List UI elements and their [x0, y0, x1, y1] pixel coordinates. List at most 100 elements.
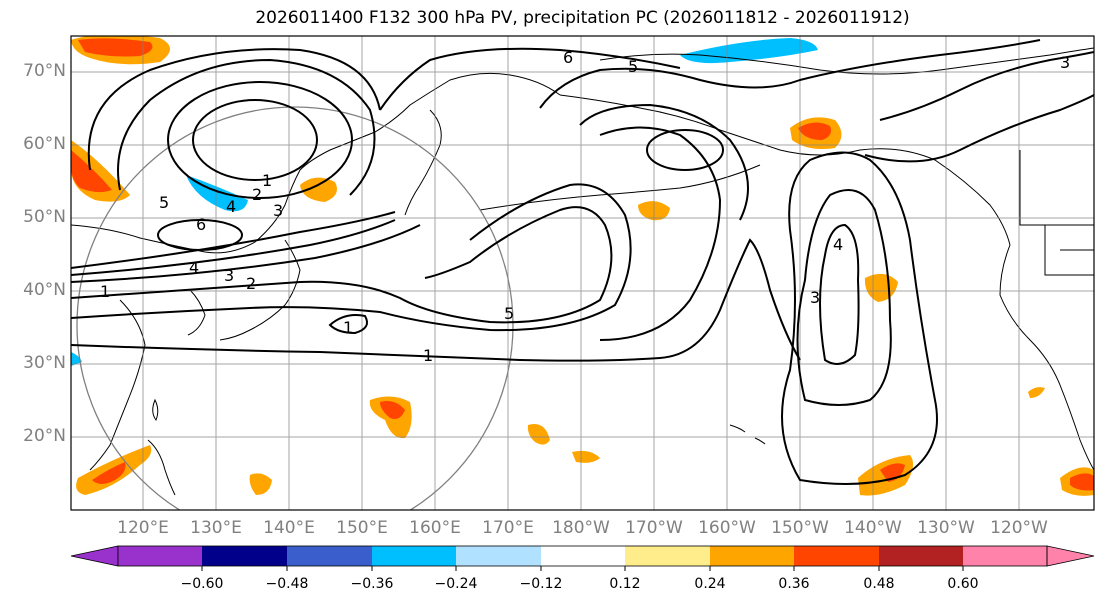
precip-area — [92, 462, 126, 484]
pv-contour — [71, 211, 396, 269]
pv-contour — [71, 219, 396, 276]
colorbar-tick-label: 0.12 — [609, 576, 641, 592]
pv-contour — [71, 224, 421, 283]
colorbar-segment — [372, 546, 456, 566]
contour-label: 4 — [189, 258, 199, 277]
colorbar-outline — [117, 545, 1048, 567]
lat-label: 20°N — [23, 426, 66, 446]
colorbar-segment — [625, 546, 710, 566]
colorbar-tick-label: 0.48 — [863, 576, 895, 592]
pv-contour — [117, 58, 376, 196]
contour-label: 6 — [563, 48, 573, 67]
colorbar-segment — [118, 546, 202, 566]
map-title: 2026011400 F132 300 hPa PV, precipitatio… — [255, 8, 910, 28]
coastline-kamchatka — [404, 109, 442, 216]
coastline-arctic — [599, 47, 1094, 75]
contour-label: 5 — [628, 57, 638, 76]
state-borders — [1019, 150, 1094, 276]
pv-contour — [781, 151, 938, 485]
precip-area — [527, 424, 550, 445]
precip-area — [380, 401, 405, 419]
colorbar-tick-label: −0.36 — [350, 576, 394, 592]
precip-area — [71, 352, 82, 366]
coastline-alaska — [559, 94, 1011, 246]
lat-label: 60°N — [23, 134, 66, 154]
pv-contour — [328, 314, 368, 335]
lat-label: 50°N — [23, 207, 66, 227]
lat-label: 40°N — [23, 280, 66, 300]
pv-contour — [87, 48, 381, 171]
lon-label: 180°W — [552, 518, 610, 538]
coastline-taiwan — [152, 398, 159, 422]
precip-area — [798, 122, 831, 140]
lon-label: 130°E — [190, 518, 242, 538]
lon-label: 170°W — [625, 518, 683, 538]
colorbar-tick-label: 0.24 — [694, 576, 726, 592]
pv-contour — [192, 99, 318, 181]
colorbar-segment — [879, 546, 963, 566]
pv-contour — [864, 94, 1094, 163]
pv-contour — [599, 126, 722, 341]
lon-label: 150°E — [336, 518, 388, 538]
precip-area — [1070, 473, 1094, 491]
precip-area — [78, 38, 153, 57]
precip-area — [249, 473, 272, 495]
contour-label: 3 — [1060, 53, 1070, 72]
colorbar-tick-label: −0.12 — [519, 576, 563, 592]
pv-contour — [167, 81, 353, 199]
lon-label: 140°E — [263, 518, 315, 538]
colorbar-segment — [710, 546, 794, 566]
contour-label: 1 — [262, 171, 272, 190]
contour-label: 5 — [504, 304, 514, 323]
lon-label: 140°W — [844, 518, 902, 538]
precip-area — [71, 150, 112, 193]
lon-label: 160°W — [698, 518, 756, 538]
pv-contour — [646, 129, 724, 171]
contour-label: 2 — [252, 185, 262, 204]
pv-contour — [796, 189, 892, 406]
map-background — [71, 36, 1094, 510]
pv-contours — [71, 39, 1094, 485]
colorbar-extend-right — [1046, 545, 1095, 567]
lon-label: 160°E — [409, 518, 461, 538]
region-circle — [76, 106, 514, 510]
colorbar-tick-label: 0.60 — [947, 576, 979, 592]
lon-label: 150°W — [771, 518, 829, 538]
gridlines — [71, 36, 1094, 510]
colorbar-tick-label: −0.24 — [434, 576, 478, 592]
colorbar-tick-label: −0.48 — [265, 576, 309, 592]
colorbar-tick-label: −0.60 — [180, 576, 224, 592]
precip-area — [1028, 387, 1045, 398]
colorbar-segment — [202, 546, 287, 566]
pv-contour — [879, 51, 1094, 121]
lat-label: 30°N — [23, 353, 66, 373]
lon-label: 170°E — [482, 518, 534, 538]
colorbar-segment — [794, 546, 879, 566]
pv-contour — [579, 103, 749, 221]
precip-area — [680, 38, 818, 64]
colorbar-segment — [963, 546, 1047, 566]
colorbar-extend-left — [70, 545, 119, 567]
pv-contour — [71, 238, 801, 362]
coastline-korea — [187, 289, 206, 336]
colorbar-segment — [287, 546, 372, 566]
precip-area — [300, 177, 338, 202]
lon-label: 120°E — [117, 518, 169, 538]
coastline-hawaii — [729, 424, 766, 445]
contour-label: 5 — [159, 193, 169, 212]
contour-label: 4 — [226, 197, 236, 216]
coastline-china — [89, 299, 146, 471]
contour-label: 3 — [224, 266, 234, 285]
contour-label: 2 — [246, 274, 256, 293]
pv-contour — [71, 183, 632, 332]
lon-label: 120°W — [990, 518, 1048, 538]
lat-label: 70°N — [23, 61, 66, 81]
precip-area — [880, 463, 905, 482]
colorbar-segment — [456, 546, 541, 566]
contour-label: 1 — [423, 346, 433, 365]
contour-label: 1 — [343, 318, 353, 337]
lon-label: 130°W — [917, 518, 975, 538]
contour-label: 6 — [196, 215, 206, 234]
pv-contour — [539, 39, 1041, 109]
